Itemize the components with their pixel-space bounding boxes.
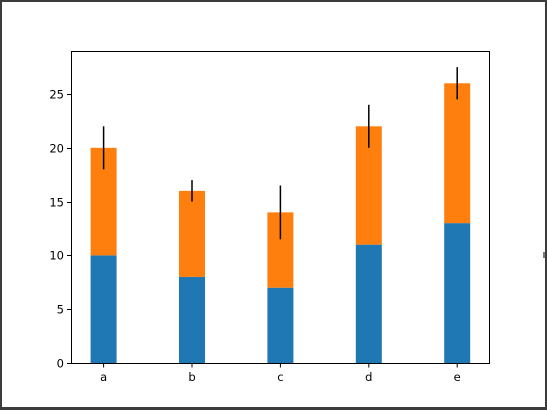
- y-tick-label-25: 25: [49, 88, 64, 102]
- bar-c-segment-1: [267, 287, 294, 363]
- bar-d-segment-1: [355, 244, 382, 363]
- x-tick-label-d: d: [365, 370, 372, 384]
- y-axis: 0 5 10 15 20 25: [49, 88, 72, 371]
- x-tick-label-e: e: [454, 370, 461, 384]
- y-tick-label-0: 0: [57, 357, 64, 371]
- x-tick-label-a: a: [100, 370, 107, 384]
- bar-e-segment-2: [444, 83, 471, 224]
- error-bars-group: [102, 67, 458, 240]
- x-tick-label-c: c: [277, 370, 283, 384]
- bars-group: [90, 83, 471, 363]
- bar-e-segment-1: [444, 223, 471, 363]
- y-tick-label-5: 5: [57, 303, 64, 317]
- y-tick-label-20: 20: [49, 142, 64, 156]
- window-edge: [543, 252, 545, 258]
- y-tick-label-15: 15: [49, 196, 64, 210]
- bar-b-segment-2: [179, 190, 205, 277]
- bar-b-segment-1: [179, 276, 205, 363]
- x-axis: a b c d e: [100, 363, 461, 384]
- x-tick-label-b: b: [188, 370, 195, 384]
- y-tick-label-10: 10: [49, 249, 64, 263]
- bar-a-segment-1: [90, 255, 117, 363]
